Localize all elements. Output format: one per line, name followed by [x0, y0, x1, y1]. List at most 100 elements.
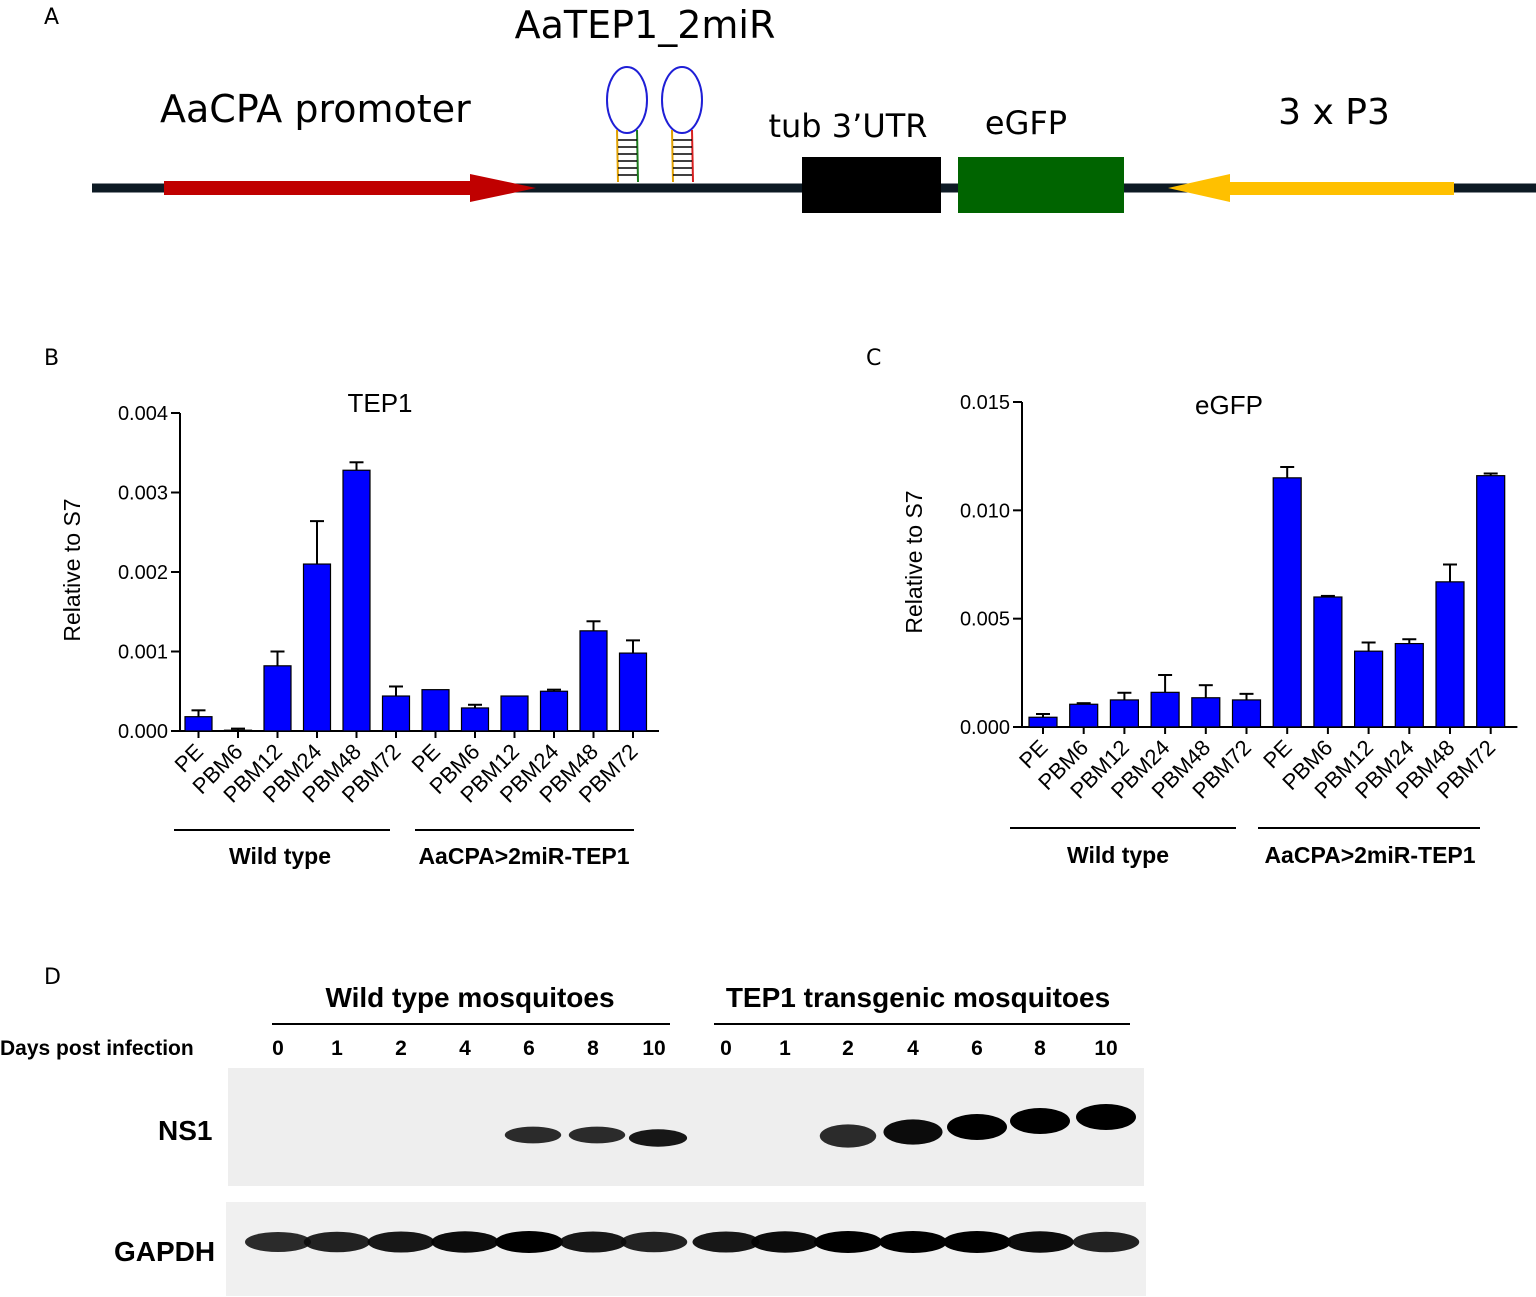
day-label: 8 [1034, 1037, 1046, 1060]
group-label-wildtype-mosquitoes: Wild type mosquitoes [325, 982, 614, 1013]
panel-a-letter: A [44, 5, 59, 30]
gapdh-band [1072, 1231, 1140, 1253]
ns1-band [947, 1114, 1007, 1140]
panel-b-letter: B [44, 346, 59, 371]
day-label: 1 [779, 1037, 791, 1060]
panel-d: D Wild type mosquitoes TEP1 transgenic m… [0, 965, 1146, 1296]
mirna-hairpin-1 [606, 66, 648, 183]
y-tick-label: 0.015 [960, 392, 1010, 414]
gapdh-band [559, 1231, 627, 1253]
chart-title: TEP1 [347, 388, 412, 418]
mirna-hairpin-2 [661, 66, 703, 183]
bar [539, 690, 569, 732]
bar [1069, 703, 1099, 728]
construct-name: AaTEP1_2miR [515, 3, 776, 47]
panel-c-letter: C [866, 346, 881, 371]
y-tick-label: 0.005 [960, 609, 1010, 631]
gapdh-blot-background [226, 1202, 1146, 1296]
bar [342, 469, 371, 732]
bar [1231, 699, 1262, 728]
bar [184, 716, 213, 732]
ns1-label: NS1 [158, 1115, 212, 1146]
group-label-wildtype: Wild type [1067, 842, 1169, 868]
gapdh-band [1006, 1231, 1074, 1253]
group-label-transgenic: AaCPA>2miR-TEP1 [1264, 842, 1475, 868]
ns1-band [883, 1119, 943, 1145]
ns1-band [568, 1126, 626, 1144]
y-axis-label: Relative to S7 [901, 490, 927, 633]
y-tick-label: 0.002 [118, 562, 168, 584]
gapdh-band [814, 1231, 882, 1253]
bar [579, 630, 608, 732]
day-label: 10 [1094, 1037, 1117, 1060]
bar [1394, 642, 1424, 728]
gapdh-band [751, 1231, 819, 1253]
bar [460, 707, 490, 732]
day-label: 0 [720, 1037, 732, 1060]
y-tick-label: 0.000 [960, 717, 1010, 739]
bar [618, 652, 648, 732]
promoter-arrow-shaft [164, 181, 476, 195]
p3-arrowhead [1168, 174, 1230, 202]
panel-a: A AaTEP1_2miR AaCPA promoter tub 3’UTR e… [44, 3, 1536, 213]
gapdh-band [367, 1231, 435, 1253]
bar [1313, 596, 1343, 728]
bar [421, 689, 450, 732]
bar [1191, 697, 1221, 728]
day-label: 6 [523, 1037, 535, 1060]
day-label: 6 [971, 1037, 983, 1060]
gapdh-band [620, 1231, 688, 1253]
day-label: 10 [642, 1037, 665, 1060]
ns1-band [1076, 1104, 1136, 1130]
promoter-arrowhead [470, 174, 536, 202]
bar [500, 695, 529, 732]
utr-box [802, 157, 941, 213]
y-tick-label: 0.010 [960, 500, 1010, 522]
gapdh-band [692, 1231, 760, 1253]
bar [1109, 699, 1140, 728]
day-label: 2 [842, 1037, 854, 1060]
tep1-bar-chart: TEP1 Relative to S7 0.000 0.001 0.002 0.003 0.… [59, 388, 659, 808]
day-labels: 0 1 2 4 6 8 10 0 1 2 4 6 8 10 [272, 1037, 1118, 1060]
bar [1353, 650, 1384, 728]
day-label: 8 [587, 1037, 599, 1060]
gapdh-band [879, 1231, 947, 1253]
y-axis-label: Relative to S7 [59, 498, 85, 641]
group-label-wildtype: Wild type [229, 843, 331, 869]
bar [381, 695, 411, 732]
p3-arrow-shaft [1226, 182, 1454, 195]
bar [1476, 475, 1506, 728]
panel-b: B TEP1 Relative to S7 0.000 0.001 0.002 0.003… [44, 346, 659, 869]
bar [263, 665, 292, 732]
bar [302, 563, 332, 732]
group-label-tep1-transgenic: TEP1 transgenic mosquitoes [726, 982, 1110, 1013]
panel-c: C eGFP Relative to S7 0.000 0.005 0.010 0.015… [866, 346, 1518, 868]
gapdh-band [431, 1231, 499, 1253]
egfp-label: eGFP [985, 104, 1067, 142]
utr-label: tub 3’UTR [768, 107, 927, 145]
promoter-label: AaCPA promoter [160, 87, 471, 131]
gapdh-band [303, 1231, 371, 1253]
ns1-band [819, 1124, 877, 1148]
y-tick-label: 0.000 [118, 721, 168, 743]
bar [1150, 691, 1180, 728]
days-post-infection-label: Days post infection [0, 1037, 194, 1060]
day-label: 0 [272, 1037, 284, 1060]
p3-label: 3 x P3 [1278, 92, 1390, 133]
ns1-bands [504, 1104, 1136, 1148]
group-label-transgenic: AaCPA>2miR-TEP1 [418, 843, 629, 869]
ns1-band [1010, 1108, 1070, 1134]
bar [1028, 716, 1058, 728]
y-tick-label: 0.004 [118, 403, 168, 425]
bar [1272, 477, 1302, 728]
gapdh-band [943, 1231, 1011, 1253]
gapdh-band [495, 1231, 563, 1253]
gapdh-band [245, 1232, 311, 1252]
egfp-box [958, 157, 1124, 213]
bar [1435, 581, 1465, 728]
day-label: 2 [395, 1037, 407, 1060]
y-tick-label: 0.003 [118, 483, 168, 505]
gapdh-label: GAPDH [114, 1236, 215, 1267]
